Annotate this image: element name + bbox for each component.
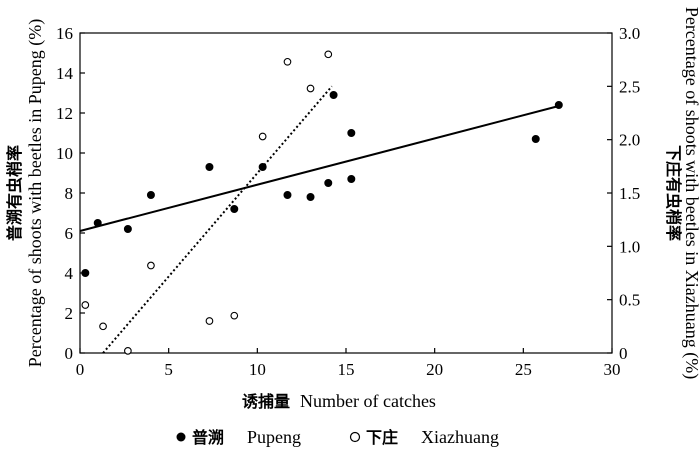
right-y-axis-label-en: Percentage of shoots with beetles in Xia… [681, 7, 700, 379]
trend-line-series-1 [102, 85, 333, 354]
legend-label-pupeng-cn: 普溯 [192, 428, 224, 447]
data-point-series-0 [329, 91, 338, 100]
x-tick-label: 5 [164, 360, 173, 379]
x-tick-label: 15 [338, 360, 355, 379]
left-y-tick-label: 2 [65, 304, 74, 323]
data-point-series-0 [531, 134, 540, 143]
data-point-series-0 [347, 174, 356, 183]
x-axis-ticks: 0 5 10 15 20 25 30 [76, 348, 621, 379]
legend: 普溯 Pupeng 下庄 Xiazhuang [176, 427, 499, 447]
left-y-axis-label-en: Percentage of shoots with beetles in Pup… [25, 19, 46, 367]
data-point-series-0 [306, 192, 315, 201]
trend-lines [79, 85, 560, 354]
right-y-tick-label: 1.5 [619, 184, 640, 203]
right-y-tick-label: 1.0 [619, 237, 640, 256]
data-point-series-1 [99, 322, 107, 331]
left-y-tick-label: 16 [56, 24, 73, 43]
x-tick-label: 25 [515, 360, 532, 379]
data-point-series-0 [81, 268, 90, 277]
data-point-series-1 [124, 347, 132, 355]
data-point-series-1 [258, 132, 267, 141]
data-point-series-1 [230, 311, 239, 320]
x-tick-label: 20 [426, 360, 443, 379]
data-point-series-0 [230, 204, 239, 213]
right-y-tick-label: 2.5 [619, 77, 640, 96]
plot-frame [79, 32, 613, 354]
legend-label-xiazhuang-cn: 下庄 [366, 428, 398, 447]
legend-marker-pupeng [176, 432, 186, 442]
plot-border [79, 32, 613, 354]
right-y-tick-label: 2.0 [619, 131, 640, 150]
data-point-series-0 [554, 101, 563, 110]
data-point-series-1 [205, 317, 214, 325]
left-y-tick-label: 10 [56, 144, 73, 163]
left-y-axis-label-cn: 普溯有虫梢率 [5, 145, 24, 241]
right-y-axis-ticks: 0 0.5 1.0 1.5 2.0 2.5 3.0 [607, 24, 640, 363]
data-point-series-0 [258, 162, 267, 171]
data-point-series-0 [324, 178, 333, 187]
data-points [81, 50, 563, 355]
data-point-series-0 [347, 128, 356, 137]
left-y-tick-label: 8 [65, 184, 74, 203]
legend-label-xiazhuang-en: Xiazhuang [421, 427, 499, 447]
left-y-tick-label: 6 [65, 224, 74, 243]
data-point-series-1 [147, 261, 155, 270]
trend-line-series-0 [79, 105, 560, 232]
data-point-series-0 [205, 162, 214, 171]
x-axis-label-cn: 诱捕量 [242, 392, 290, 411]
data-point-series-1 [283, 57, 292, 66]
legend-marker-xiazhuang [349, 431, 361, 443]
right-y-axis-label-cn: 下庄有虫梢率 [664, 145, 683, 241]
left-y-tick-label: 4 [65, 264, 74, 283]
right-y-tick-label: 3.0 [619, 24, 640, 43]
x-tick-label: 30 [604, 360, 621, 379]
x-axis-label-en: Number of catches [300, 391, 436, 411]
data-point-series-0 [146, 190, 155, 199]
x-tick-label: 10 [249, 360, 266, 379]
data-point-series-0 [93, 218, 102, 227]
x-tick-label: 0 [76, 360, 85, 379]
data-point-series-1 [306, 84, 315, 93]
data-point-series-1 [81, 301, 90, 309]
left-y-axis-ticks: 0 2 4 6 8 10 12 14 16 [56, 24, 85, 363]
left-y-tick-label: 12 [56, 104, 73, 123]
data-point-series-0 [123, 224, 132, 233]
legend-label-pupeng-en: Pupeng [247, 427, 301, 447]
data-point-series-1 [324, 50, 333, 59]
right-y-tick-label: 0.5 [619, 291, 640, 310]
left-y-tick-label: 0 [65, 344, 74, 363]
right-y-tick-label: 0 [619, 344, 628, 363]
left-y-tick-label: 14 [56, 64, 74, 83]
data-point-series-0 [283, 190, 292, 199]
